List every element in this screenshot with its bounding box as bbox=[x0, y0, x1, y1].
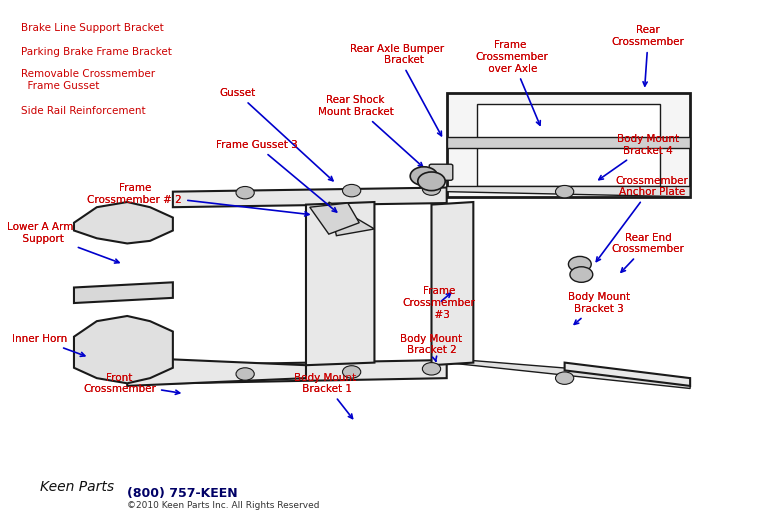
Text: Rear Axle Bumper
    Bracket: Rear Axle Bumper Bracket bbox=[350, 44, 444, 136]
Polygon shape bbox=[477, 104, 660, 186]
Text: Lower A Arm
  Support: Lower A Arm Support bbox=[7, 222, 73, 244]
Text: Body Mount
Bracket 4: Body Mount Bracket 4 bbox=[618, 134, 679, 156]
Text: Inner Horn: Inner Horn bbox=[12, 334, 85, 356]
Text: Body Mount
Bracket 2: Body Mount Bracket 2 bbox=[400, 334, 463, 361]
Text: Rear
Crossmember: Rear Crossmember bbox=[612, 25, 685, 47]
Polygon shape bbox=[447, 358, 690, 388]
Polygon shape bbox=[447, 137, 690, 148]
FancyBboxPatch shape bbox=[429, 164, 453, 180]
Text: Removable Crossmember
  Frame Gusset: Removable Crossmember Frame Gusset bbox=[21, 69, 155, 91]
Text: Lower A Arm
  Support: Lower A Arm Support bbox=[7, 222, 119, 263]
Polygon shape bbox=[447, 93, 690, 197]
Text: Crossmember
Anchor Plate: Crossmember Anchor Plate bbox=[596, 176, 688, 262]
Text: Frame Gusset 3: Frame Gusset 3 bbox=[216, 140, 336, 212]
Circle shape bbox=[343, 366, 361, 378]
Text: Rear End
Crossmember: Rear End Crossmember bbox=[612, 233, 685, 254]
Text: Frame
Crossmember # 2: Frame Crossmember # 2 bbox=[88, 183, 309, 216]
Text: Rear End
Crossmember: Rear End Crossmember bbox=[612, 233, 685, 272]
Circle shape bbox=[423, 363, 440, 375]
Text: Frame
Crossmember # 2: Frame Crossmember # 2 bbox=[88, 183, 182, 205]
Text: Crossmember
Anchor Plate: Crossmember Anchor Plate bbox=[616, 176, 688, 197]
Polygon shape bbox=[564, 363, 690, 386]
Text: Front
Crossmember: Front Crossmember bbox=[83, 372, 179, 394]
Text: Rear
Crossmember: Rear Crossmember bbox=[612, 25, 685, 86]
Polygon shape bbox=[74, 316, 172, 383]
Circle shape bbox=[555, 185, 574, 198]
Text: Rear Axle Bumper
    Bracket: Rear Axle Bumper Bracket bbox=[350, 44, 444, 65]
Text: Frame 
Crossmember
 over Axle: Frame Crossmember over Axle bbox=[475, 40, 547, 74]
Polygon shape bbox=[329, 202, 374, 236]
Polygon shape bbox=[447, 186, 690, 197]
Polygon shape bbox=[172, 188, 447, 207]
Polygon shape bbox=[74, 202, 172, 243]
Text: Frame
Crossmember
  #3: Frame Crossmember #3 bbox=[403, 286, 476, 320]
Text: Parking Brake Frame Bracket: Parking Brake Frame Bracket bbox=[21, 47, 172, 57]
Text: Front
Crossmember: Front Crossmember bbox=[83, 372, 156, 394]
Text: Inner Horn: Inner Horn bbox=[12, 334, 67, 344]
Text: Body Mount
 Bracket 1: Body Mount Bracket 1 bbox=[294, 372, 356, 419]
Text: Frame Gusset 3: Frame Gusset 3 bbox=[216, 140, 297, 150]
Text: Body Mount
Bracket 3: Body Mount Bracket 3 bbox=[567, 292, 630, 314]
Circle shape bbox=[236, 186, 254, 199]
Text: ©2010 Keen Parts Inc. All Rights Reserved: ©2010 Keen Parts Inc. All Rights Reserve… bbox=[127, 500, 320, 510]
Circle shape bbox=[410, 167, 437, 185]
Polygon shape bbox=[127, 357, 306, 386]
Polygon shape bbox=[431, 202, 474, 365]
Circle shape bbox=[343, 184, 361, 197]
Circle shape bbox=[555, 372, 574, 384]
Text: Body Mount
Bracket 3: Body Mount Bracket 3 bbox=[567, 292, 630, 324]
Text: Body Mount
Bracket 2: Body Mount Bracket 2 bbox=[400, 334, 463, 355]
Text: Rear Shock
Mount Bracket: Rear Shock Mount Bracket bbox=[317, 95, 423, 167]
Polygon shape bbox=[310, 203, 360, 234]
Circle shape bbox=[423, 183, 440, 195]
Text: Body Mount
Bracket 4: Body Mount Bracket 4 bbox=[599, 134, 679, 180]
Text: Rear Shock
Mount Bracket: Rear Shock Mount Bracket bbox=[317, 95, 393, 117]
Text: Side Rail Reinforcement: Side Rail Reinforcement bbox=[21, 106, 146, 117]
Circle shape bbox=[570, 267, 593, 282]
Polygon shape bbox=[306, 202, 374, 365]
Text: Brake Line Support Bracket: Brake Line Support Bracket bbox=[21, 23, 163, 34]
Text: Frame
Crossmember
  #3: Frame Crossmember #3 bbox=[403, 286, 476, 320]
Text: Body Mount
 Bracket 1: Body Mount Bracket 1 bbox=[294, 372, 356, 394]
Polygon shape bbox=[172, 360, 447, 383]
Polygon shape bbox=[74, 282, 172, 303]
Text: Keen Parts: Keen Parts bbox=[40, 480, 114, 494]
Text: Frame 
Crossmember
 over Axle: Frame Crossmember over Axle bbox=[475, 40, 547, 125]
Circle shape bbox=[236, 368, 254, 380]
Circle shape bbox=[568, 256, 591, 272]
Text: Gusset: Gusset bbox=[219, 88, 333, 181]
Circle shape bbox=[418, 172, 445, 191]
Text: (800) 757-KEEN: (800) 757-KEEN bbox=[127, 486, 238, 500]
Text: Gusset: Gusset bbox=[219, 88, 256, 98]
